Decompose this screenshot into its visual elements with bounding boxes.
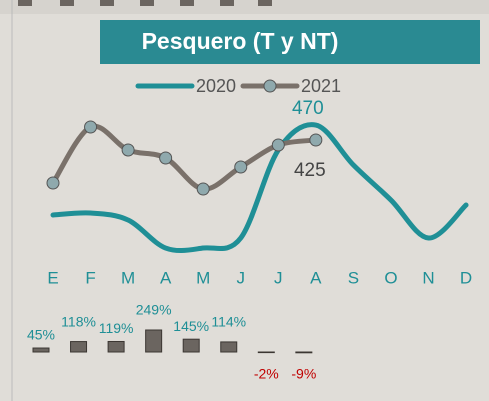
legend-label: 2020 [196,76,236,96]
bar [70,341,88,353]
bar [295,351,313,354]
x-tick-label: D [460,268,472,287]
title-banner [100,20,480,64]
legend-label: 2021 [301,76,341,96]
legend-marker [263,79,277,93]
bar-value-label: 249% [136,302,172,318]
bar [145,329,163,353]
x-tick-label: J [237,268,246,287]
bar-value-label: -2% [254,366,279,382]
bar-value-label: 45% [27,327,55,343]
bar [220,341,238,353]
value-label: 425 [294,160,326,181]
line-series [50,122,469,254]
top-strip [0,0,489,14]
bar [107,340,125,353]
bar-value-label: 118% [61,313,96,329]
bar-value-label: 145% [173,318,209,334]
point-marker [271,138,285,152]
top-bars [18,0,272,6]
x-tick-label: J [274,268,283,287]
x-tick-label: O [384,268,397,287]
x-tick-label: A [310,268,322,287]
x-tick-label: F [85,268,95,287]
point-marker [234,160,248,174]
value-label: 470 [292,98,324,119]
point-marker [46,176,60,190]
bar-value-label: -9% [291,366,316,382]
bar [32,347,50,353]
bar [257,351,275,354]
point-marker [309,133,323,147]
point-marker [196,182,210,196]
x-tick-label: M [196,268,210,287]
x-tick-label: N [422,268,434,287]
bar-value-label: 119% [99,320,134,336]
x-tick-label: A [160,268,172,287]
x-tick-label: M [121,268,135,287]
bar-value-label: 114% [211,314,246,330]
x-tick-label: E [47,268,58,287]
point-marker [84,120,98,134]
chart-title: Pesquero (T y NT) [142,28,339,54]
point-marker [121,143,135,157]
bar [182,338,200,353]
point-marker [159,151,173,165]
x-tick-label: S [348,268,359,287]
